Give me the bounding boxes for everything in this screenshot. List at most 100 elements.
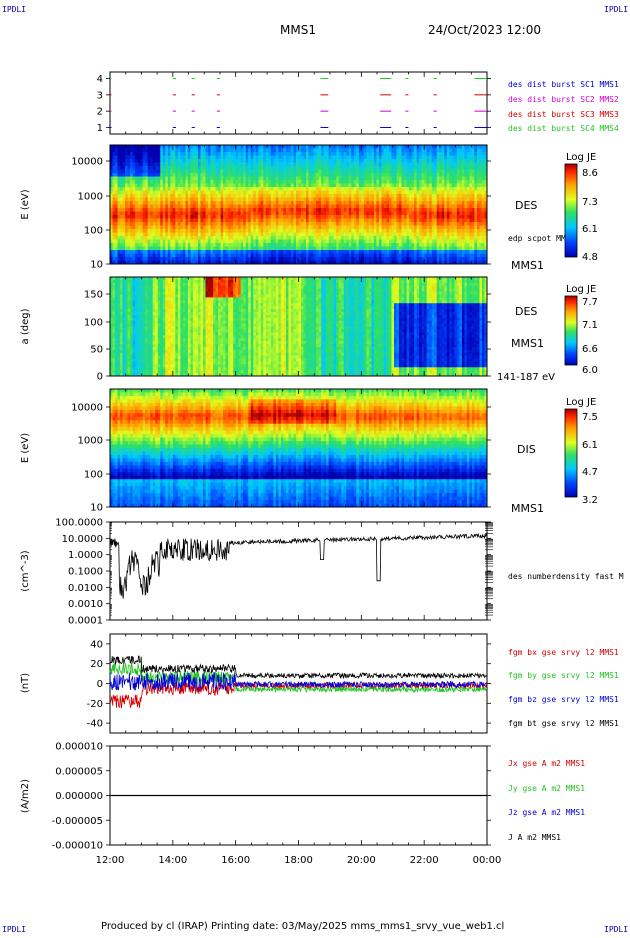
des-energy-cell (165, 159, 168, 163)
des-energy-cell (376, 163, 379, 167)
des-energy-cell (188, 184, 191, 188)
des-energy-cell (128, 243, 131, 247)
des-energy-cell (432, 191, 435, 195)
des-energy-cell (180, 198, 183, 202)
des-energy-cell (359, 170, 362, 174)
des-energy-cell (324, 145, 327, 149)
des-energy-cell (281, 236, 284, 240)
des-energy-cell (412, 205, 415, 209)
des-energy-cell (301, 177, 304, 181)
des-energy-cell (153, 257, 156, 261)
des-energy-cell (424, 222, 427, 226)
des-energy-cell (412, 159, 415, 163)
des-energy-cell (258, 247, 261, 251)
des-energy-cell (148, 212, 151, 216)
des-energy-cell (364, 156, 367, 160)
des-energy-cell (319, 205, 322, 209)
des-energy-cell (256, 180, 259, 184)
des-energy-cell (163, 243, 166, 247)
des-energy-cell (246, 198, 249, 202)
des-energy-cell (432, 219, 435, 223)
des-energy-cell (364, 163, 367, 167)
des-energy-cell (376, 212, 379, 216)
des-energy-cell (281, 222, 284, 226)
des-energy-cell (158, 173, 161, 177)
des-energy-cell (293, 191, 296, 195)
des-energy-cell (437, 159, 440, 163)
des-energy-cell (361, 229, 364, 233)
des-energy-cell (238, 156, 241, 160)
des-energy-cell (422, 205, 425, 209)
des-energy-cell (140, 173, 143, 177)
des-energy-cell (469, 250, 472, 254)
des-energy-cell (145, 233, 148, 237)
des-energy-cell (334, 194, 337, 198)
des-energy-cell (439, 240, 442, 244)
des-energy-cell (349, 191, 352, 195)
des-energy-cell (397, 219, 400, 223)
des-energy-cell (434, 222, 437, 226)
des-energy-cell (309, 187, 312, 191)
page-title: MMS1 (280, 23, 316, 37)
des-energy-cell (427, 212, 430, 216)
des-energy-cell (168, 205, 171, 209)
des-energy-cell (193, 152, 196, 156)
des-energy-cell (399, 215, 402, 219)
des-energy-cell (143, 236, 146, 240)
des-energy-cell (419, 152, 422, 156)
des-energy-cell (178, 236, 181, 240)
des-energy-cell (449, 254, 452, 258)
des-energy-cell (397, 149, 400, 153)
des-energy-cell (211, 187, 214, 191)
des-energy-cell (246, 254, 249, 258)
des-energy-cell (391, 212, 394, 216)
des-energy-cell (286, 163, 289, 167)
des-energy-cell (273, 208, 276, 212)
des-energy-cell (306, 187, 309, 191)
des-energy-cell (321, 177, 324, 181)
des-energy-cell (173, 247, 176, 251)
des-energy-cell (208, 149, 211, 153)
des-energy-cell (299, 222, 302, 226)
des-energy-cell (439, 163, 442, 167)
des-energy-cell (354, 194, 357, 198)
des-energy-cell (211, 173, 214, 177)
des-energy-cell (293, 215, 296, 219)
des-energy-cell (218, 163, 221, 167)
des-energy-cell (125, 180, 128, 184)
des-energy-cell (324, 250, 327, 254)
des-energy-cell (115, 226, 118, 230)
des-energy-cell (118, 173, 121, 177)
des-energy-cell (193, 208, 196, 212)
des-energy-cell (153, 191, 156, 195)
des-energy-cell (153, 163, 156, 167)
des-energy-cell (359, 212, 362, 216)
des-energy-cell (120, 233, 123, 237)
des-energy-cell (128, 247, 131, 251)
des-energy-cell (324, 219, 327, 223)
des-energy-cell (304, 159, 307, 163)
des-energy-cell (133, 198, 136, 202)
des-energy-cell (160, 184, 163, 188)
des-energy-cell (155, 215, 158, 219)
des-energy-cell (329, 173, 332, 177)
des-energy-cell (432, 159, 435, 163)
des-energy-cell (399, 170, 402, 174)
des-energy-cell (286, 257, 289, 261)
des-energy-cell (231, 208, 234, 212)
des-energy-cell (429, 170, 432, 174)
des-energy-cell (241, 170, 244, 174)
des-energy-cell (354, 240, 357, 244)
des-energy-cell (391, 149, 394, 153)
des-energy-cell (165, 243, 168, 247)
des-energy-cell (233, 187, 236, 191)
des-energy-cell (417, 222, 420, 226)
des-energy-cell (432, 149, 435, 153)
des-energy-cell (371, 250, 374, 254)
des-energy-cell (216, 215, 219, 219)
des-energy-cell (429, 145, 432, 149)
des-energy-cell (138, 170, 141, 174)
des-energy-cell (309, 166, 312, 170)
des-energy-cell (213, 236, 216, 240)
des-energy-cell (419, 149, 422, 153)
